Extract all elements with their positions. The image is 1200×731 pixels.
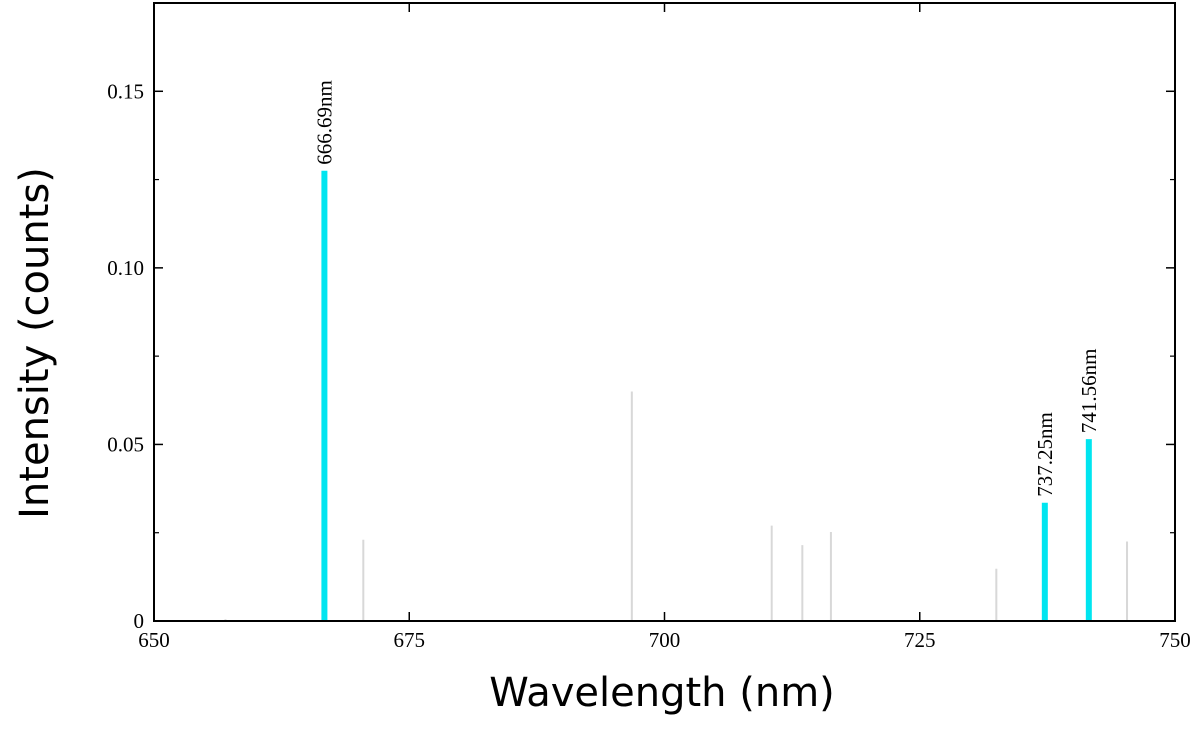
x-tick-label: 700 [649,628,681,652]
chart-marks: 666.69nm 737.25nm 741.56nm [224,80,1129,621]
x-tick-label: 650 [138,628,170,652]
x-axis-title: Wavelength (nm) [489,670,835,716]
x-tick-label: 750 [1159,628,1191,652]
y-axis-title: Intensity (counts) [12,167,58,519]
peak-label: 741.56nm [1077,349,1101,434]
x-tick-label: 725 [904,628,936,652]
peak-label: 737.25nm [1033,412,1057,497]
x-tick-label: 675 [394,628,426,652]
y-tick-label: 0.15 [107,79,144,103]
y-tick-label: 0.10 [107,256,144,280]
plot-frame [153,2,1176,622]
y-tick-label: 0.05 [107,432,144,456]
y-tick-label: 0 [134,609,145,633]
peak-label: 666.69nm [312,80,336,165]
chart-axes: 650 675 700 725 750 0 0.05 0.10 0.15 [107,3,1191,652]
